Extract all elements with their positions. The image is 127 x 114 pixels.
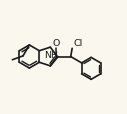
Text: O: O	[53, 38, 60, 47]
Text: NH: NH	[44, 51, 58, 60]
Text: Cl: Cl	[73, 39, 83, 48]
